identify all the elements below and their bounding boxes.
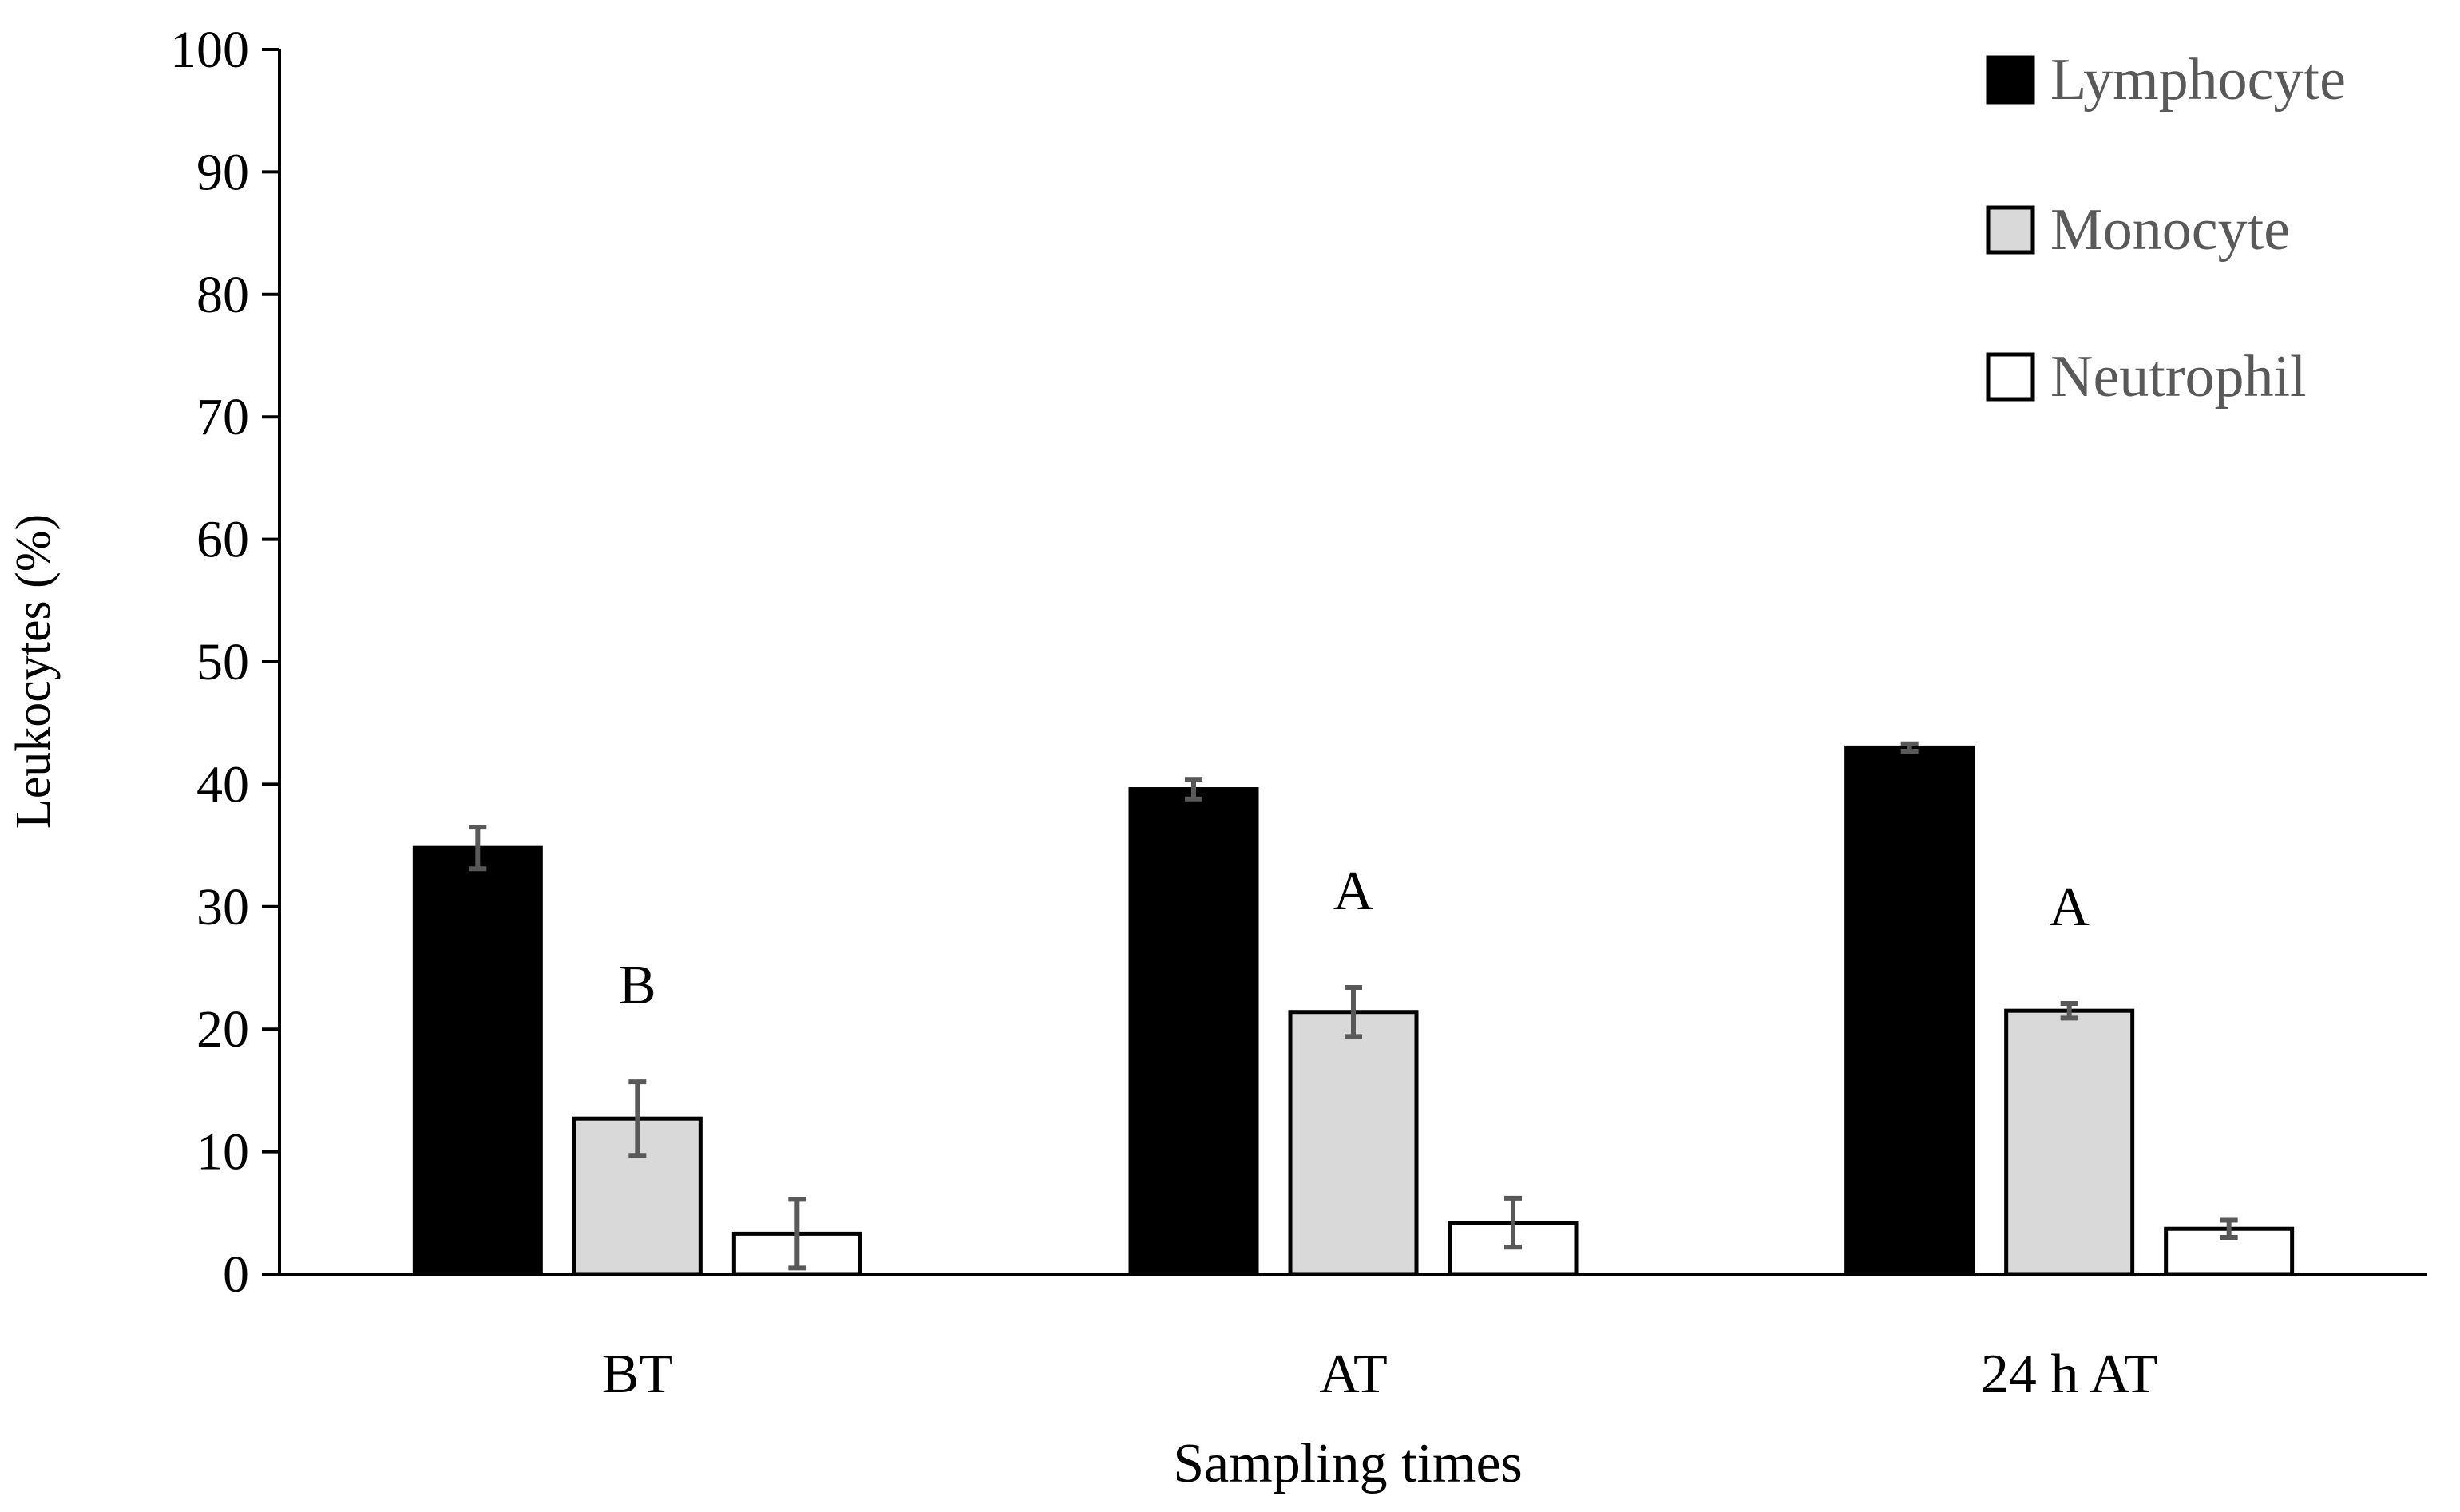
bar-lymphocyte-24-h-at <box>1844 745 1975 1276</box>
bar-monocyte-24-h-at <box>2004 1008 2135 1276</box>
legend: Lymphocyte Monocyte Neutrophil <box>1986 47 2346 410</box>
error-bars <box>469 741 2238 1271</box>
x-tick-label: 24 h AT <box>1981 1344 2158 1405</box>
significance-letter: A <box>1333 861 1374 922</box>
x-tick-label: AT <box>1319 1344 1388 1405</box>
legend-label-lymphocyte: Lymphocyte <box>2050 47 2346 113</box>
legend-swatch-monocyte <box>1986 205 2035 255</box>
y-tick-label: 70 <box>196 388 249 446</box>
legend-swatch-neutrophil <box>1986 352 2035 402</box>
y-tick-label: 100 <box>170 21 249 79</box>
y-tick-label: 50 <box>196 633 249 691</box>
y-axis-ticks: 0 10 20 30 40 50 60 70 80 90 100 <box>170 21 279 1304</box>
x-axis-tick-labels: BT AT 24 h AT <box>602 1344 2158 1405</box>
y-axis-label: Leukocytes (%) <box>6 514 61 829</box>
bars <box>412 745 2295 1276</box>
x-axis-label: Sampling times <box>1173 1433 1523 1494</box>
y-tick-label: 0 <box>223 1245 249 1304</box>
legend-label-monocyte: Monocyte <box>2050 197 2290 263</box>
significance-annotations: B A A <box>619 861 2090 1016</box>
legend-label-neutrophil: Neutrophil <box>2050 344 2307 410</box>
y-tick-label: 40 <box>196 755 249 813</box>
y-tick-label: 30 <box>196 878 249 936</box>
y-tick-label: 80 <box>196 266 249 324</box>
bar-monocyte-at <box>1288 1010 1419 1276</box>
y-tick-label: 60 <box>196 511 249 569</box>
significance-letter: A <box>2049 877 2090 938</box>
legend-swatch-lymphocyte <box>1986 55 2035 105</box>
x-tick-label: BT <box>602 1344 673 1405</box>
y-tick-label: 20 <box>196 1000 249 1059</box>
bar-lymphocyte-at <box>1128 787 1259 1276</box>
bar-lymphocyte-bt <box>412 845 543 1276</box>
y-tick-label: 90 <box>196 143 249 201</box>
y-tick-label: 10 <box>196 1123 249 1181</box>
significance-letter: B <box>619 955 656 1016</box>
